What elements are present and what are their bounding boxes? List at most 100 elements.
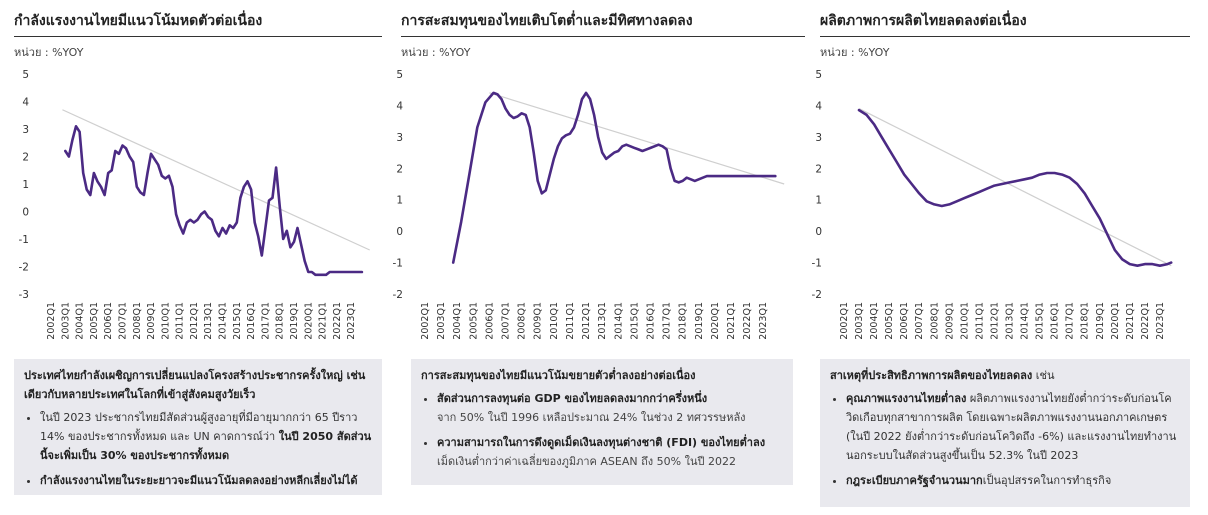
panel-labor-force: กำลังแรงงานไทยมีแนวโน้มหดตัวต่อเนื่อง หน…: [14, 0, 382, 515]
x-tick-label: 2021Q1: [726, 302, 737, 340]
x-tick-label: 2007Q1: [117, 302, 128, 340]
x-tick-label: 2010Q1: [549, 302, 560, 340]
x-tick-label: 2018Q1: [275, 302, 286, 340]
y-tick-label: 1: [815, 195, 822, 207]
chart-capital-accumulation: 5 4 3 2 1 0 -1 -2 2002Q1 2003Q1 2004Q1 2005Q1 2006Q1…: [393, 69, 785, 340]
series-line: [63, 125, 364, 277]
x-tick-label: 2004Q1: [452, 302, 463, 340]
bullet-subtext: เม็ดเงินต่ำกว่าค่าเฉลี่ยของภูมิภาค ASEAN…: [437, 455, 736, 468]
x-tick-label: 2004Q1: [869, 302, 880, 340]
x-tick-label: 2017Q1: [662, 302, 673, 340]
x-tick-label: 2008Q1: [929, 302, 940, 340]
chart-title: การสะสมทุนของไทยเติบโตต่ำและมีทิศทางลดลง: [401, 13, 693, 29]
y-tick-label: 1: [396, 195, 403, 207]
bullet-list: คุณภาพแรงงานไทยต่ำลง ผลิตภาพแรงงานไทยยัง…: [830, 389, 1180, 490]
x-tick-label: 2008Q1: [132, 302, 143, 340]
x-tick-label: 2016Q1: [645, 302, 656, 340]
box-heading-rest: เช่น: [1032, 369, 1055, 382]
x-tick-label: 2002Q1: [839, 302, 850, 340]
x-tick-label: 2018Q1: [678, 302, 689, 340]
y-tick-label: -1: [393, 258, 403, 270]
x-tick-label: 2005Q1: [89, 302, 100, 340]
x-tick-label: 2021Q1: [318, 302, 329, 340]
bullet-text: ผลิตภาพแรงงานไทยยังต่ำกว่าระดับก่อนโควิด…: [846, 392, 1177, 462]
box-heading-bold: สาเหตุที่ประสิทธิภาพการผลิตของไทยลดลง: [830, 369, 1033, 382]
x-tick-label: 2017Q1: [1065, 302, 1076, 340]
x-tick-label: 2013Q1: [203, 302, 214, 340]
x-tick-label: 2016Q1: [246, 302, 257, 340]
x-tick-label: 2020Q1: [303, 302, 314, 340]
y-tick-label: 4: [396, 100, 403, 112]
bullet-list: ในปี 2023 ประชากรไทยมีสัดส่วนผู้สูงอายุท…: [24, 408, 372, 490]
x-tick-label: 2017Q1: [260, 302, 271, 340]
x-tick-label: 2021Q1: [1125, 302, 1136, 340]
panel-productivity: ผลิตภาพการผลิตไทยลดลงต่อเนื่อง หน่วย : %…: [812, 0, 1190, 515]
y-tick-label: 0: [22, 207, 29, 219]
bullet-bold-text: สัดส่วนการลงทุนต่อ GDP ของไทยลดลงมากกว่า…: [437, 392, 708, 405]
x-tick-label: 2002Q1: [420, 302, 431, 340]
y-tick-label: 5: [815, 69, 822, 81]
bullet-item: กำลังแรงงานไทยในระยะยาวจะมีแนวโน้มลดลงอย…: [40, 471, 372, 490]
x-tick-label: 2015Q1: [629, 302, 640, 340]
bullet-item: คุณภาพแรงงานไทยต่ำลง ผลิตภาพแรงงานไทยยัง…: [846, 389, 1180, 465]
trend-line: [62, 109, 370, 251]
x-tick-label: 2006Q1: [103, 302, 114, 340]
x-tick-label: 2011Q1: [974, 302, 985, 340]
x-tick-label: 2023Q1: [1155, 302, 1166, 340]
unit-label: หน่วย : %YOY: [820, 46, 890, 59]
x-tick-label: 2009Q1: [533, 302, 544, 340]
x-tick-label: 2009Q1: [146, 302, 157, 340]
y-tick-label: -1: [19, 234, 29, 246]
x-tick-label: 2019Q1: [694, 302, 705, 340]
x-tick-label: 2003Q1: [854, 302, 865, 340]
chart-title: กำลังแรงงานไทยมีแนวโน้มหดตัวต่อเนื่อง: [14, 13, 263, 29]
x-tick-label: 2005Q1: [468, 302, 479, 340]
x-tick-label: 2011Q1: [565, 302, 576, 340]
x-tick-label: 2014Q1: [218, 302, 229, 340]
bullet-bold-text: กำลังแรงงานไทยในระยะยาวจะมีแนวโน้มลดลงอย…: [40, 474, 358, 487]
x-tick-label: 2015Q1: [1035, 302, 1046, 340]
y-tick-label: 0: [396, 226, 403, 238]
x-tick-label: 2013Q1: [1004, 302, 1015, 340]
x-tick-label: 2013Q1: [597, 302, 608, 340]
trend-line: [858, 108, 1172, 267]
bullet-text: เป็นอุปสรรคในการทำธุรกิจ: [982, 474, 1112, 487]
series-line: [451, 91, 777, 264]
bullet-item: สัดส่วนการลงทุนต่อ GDP ของไทยลดลงมากกว่า…: [437, 389, 783, 427]
y-tick-label: 3: [396, 132, 403, 144]
y-tick-label: 5: [396, 69, 403, 81]
unit-label: หน่วย : %YOY: [14, 46, 84, 59]
x-tick-label: 2023Q1: [346, 302, 357, 340]
bullet-item: ความสามารถในการดึงดูดเม็ดเงินลงทุนต่างชา…: [437, 433, 783, 471]
bullet-subtext: จาก 50% ในปี 1996 เหลือประมาณ 24% ในช่วง…: [437, 411, 746, 424]
y-tick-label: 4: [22, 97, 29, 109]
info-box: สาเหตุที่ประสิทธิภาพการผลิตของไทยลดลง เช…: [820, 359, 1190, 507]
x-tick-label: 2014Q1: [613, 302, 624, 340]
y-tick-label: 3: [22, 124, 29, 136]
bullet-item: กฎระเบียบภาครัฐจำนวนมากเป็นอุปสรรคในการท…: [846, 471, 1180, 490]
x-tick-label: 2008Q1: [517, 302, 528, 340]
bullet-bold-text: ความสามารถในการดึงดูดเม็ดเงินลงทุนต่างชา…: [437, 436, 766, 449]
x-tick-label: 2012Q1: [989, 302, 1000, 340]
y-tick-label: 4: [815, 100, 822, 112]
x-tick-label: 2023Q1: [758, 302, 769, 340]
y-tick-label: -3: [19, 289, 29, 301]
x-tick-label: 2007Q1: [501, 302, 512, 340]
y-tick-label: 1: [22, 179, 29, 191]
x-tick-label: 2022Q1: [742, 302, 753, 340]
panel-capital-accumulation: การสะสมทุนของไทยเติบโตต่ำและมีทิศทางลดลง…: [393, 0, 805, 515]
x-tick-label: 2020Q1: [1110, 302, 1121, 340]
title-underline: [401, 36, 805, 37]
chart-labor-force: 5 4 3 2 1 0 -1 -2 -3 2002Q1 2003Q1 2004Q1 2005Q1 2006…: [19, 69, 370, 340]
y-tick-label: -1: [812, 258, 822, 270]
x-tick-label: 2020Q1: [710, 302, 721, 340]
x-tick-label: 2022Q1: [1140, 302, 1151, 340]
info-box: การสะสมทุนของไทยมีแนวโน้มขยายตัวต่ำลงอย่…: [411, 359, 793, 485]
x-tick-label: 2012Q1: [581, 302, 592, 340]
x-tick-label: 2007Q1: [914, 302, 925, 340]
chart-productivity: 5 4 3 2 1 0 -1 -2 2002Q1 2003Q1 2004Q1 2005Q1 2006Q1…: [812, 69, 1173, 340]
x-tick-label: 2003Q1: [436, 302, 447, 340]
chart-title: ผลิตภาพการผลิตไทยลดลงต่อเนื่อง: [820, 13, 1027, 29]
x-tick-label: 2006Q1: [899, 302, 910, 340]
x-tick-label: 2019Q1: [1095, 302, 1106, 340]
